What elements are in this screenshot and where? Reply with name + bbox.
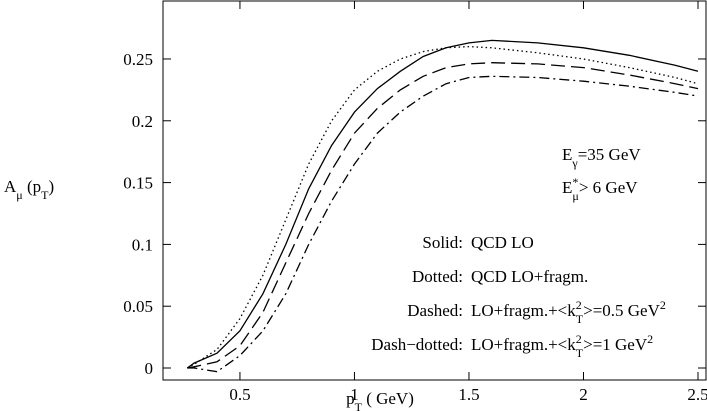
y-tick-label: 0.25 bbox=[123, 50, 153, 69]
plot-frame bbox=[162, 0, 707, 381]
y-tick-label: 0 bbox=[145, 359, 154, 378]
annotation-part: > 6 GeV bbox=[579, 178, 638, 197]
x-tick-label: 2 bbox=[579, 385, 588, 404]
x-tick-label: 1.5 bbox=[458, 385, 479, 404]
y-axis-label-part: μ bbox=[16, 188, 22, 202]
legend-name: Dash−dotted: bbox=[371, 335, 463, 354]
legend-name: Solid: bbox=[422, 233, 463, 252]
y-axis-label: Aμ (pT) bbox=[4, 177, 54, 202]
legend-name: Dashed: bbox=[407, 301, 463, 320]
annotation-part: * bbox=[572, 175, 578, 189]
legend-label-part: 2 bbox=[647, 332, 653, 346]
legend-label-part: QCD LO+fragm. bbox=[471, 267, 588, 286]
annotation-part: μ bbox=[572, 189, 578, 203]
annotation: E* μ> 6 GeV bbox=[562, 175, 638, 203]
annotation-part: =35 GeV bbox=[578, 145, 642, 164]
series-line bbox=[187, 62, 699, 369]
annotation: Eγ=35 GeV bbox=[562, 145, 641, 170]
legend-label-part: >=0.5 GeV bbox=[583, 301, 660, 320]
x-tick-label: 2.5 bbox=[687, 385, 707, 404]
y-tick-label: 0.1 bbox=[132, 235, 153, 254]
x-axis-label-part: ( GeV) bbox=[362, 389, 414, 408]
y-axis-label-part: ) bbox=[48, 177, 54, 196]
legend-label-part: >=1 GeV bbox=[583, 335, 648, 354]
y-axis-label-part: A bbox=[4, 177, 17, 196]
legend-label-part: 2 bbox=[576, 332, 582, 346]
annotation-part: E bbox=[562, 145, 572, 164]
legend-label-part: QCD LO bbox=[471, 233, 534, 252]
x-axis-label: pT ( GeV) bbox=[346, 389, 414, 411]
legend-label-part: LO+fragm.+<k bbox=[471, 301, 576, 320]
y-tick-label: 0.15 bbox=[123, 174, 153, 193]
y-axis-label-part: (p bbox=[23, 177, 41, 196]
legend-label-part: T bbox=[576, 346, 584, 360]
legend-name: Dotted: bbox=[412, 267, 463, 286]
legend-label: LO+fragm.+<k2 T>=1 GeV2 bbox=[471, 332, 653, 360]
series-line bbox=[187, 75, 699, 373]
x-tick-label: 0.5 bbox=[229, 385, 250, 404]
y-tick-label: 0.05 bbox=[123, 297, 153, 316]
legend-label-part: 2 bbox=[660, 298, 666, 312]
legend-label: QCD LO+fragm. bbox=[471, 267, 588, 286]
y-axis-label-part: T bbox=[41, 188, 49, 202]
series-line bbox=[186, 39, 699, 369]
y-tick-label: 0.2 bbox=[132, 112, 153, 131]
legend-label-part: T bbox=[576, 312, 584, 326]
legend-label-part: 2 bbox=[576, 298, 582, 312]
annotation-part: E bbox=[562, 178, 572, 197]
series-line bbox=[186, 45, 699, 369]
legend-label: LO+fragm.+<k2 T>=0.5 GeV2 bbox=[471, 298, 666, 326]
x-axis-label-part: T bbox=[355, 400, 363, 411]
x-axis-label-part: p bbox=[346, 389, 355, 408]
x-tick-label: 1 bbox=[350, 385, 359, 404]
legend-label-part: LO+fragm.+<k bbox=[471, 335, 576, 354]
annotation-part: γ bbox=[571, 156, 578, 170]
legend-label: QCD LO bbox=[471, 233, 534, 252]
